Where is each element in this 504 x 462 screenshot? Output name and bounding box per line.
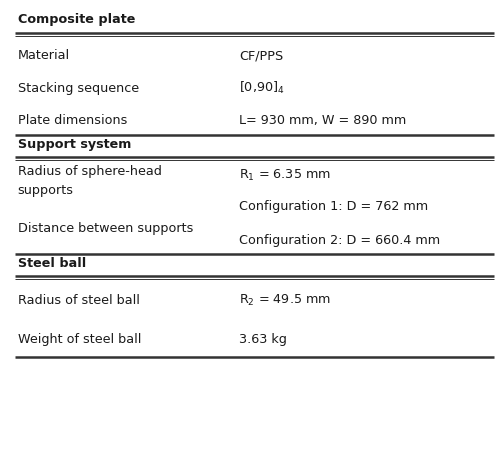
Text: Composite plate: Composite plate — [18, 13, 135, 26]
Text: Weight of steel ball: Weight of steel ball — [18, 333, 141, 346]
Text: Steel ball: Steel ball — [18, 257, 86, 270]
Text: CF/PPS: CF/PPS — [239, 49, 284, 62]
Text: L= 930 mm, W = 890 mm: L= 930 mm, W = 890 mm — [239, 114, 407, 127]
Text: R$_1$ = 6.35 mm: R$_1$ = 6.35 mm — [239, 168, 332, 183]
Text: [0,90]$_4$: [0,90]$_4$ — [239, 80, 285, 96]
Text: Support system: Support system — [18, 138, 131, 151]
Text: Configuration 2: D = 660.4 mm: Configuration 2: D = 660.4 mm — [239, 234, 440, 247]
Text: Configuration 1: D = 762 mm: Configuration 1: D = 762 mm — [239, 200, 428, 213]
Text: Stacking sequence: Stacking sequence — [18, 82, 139, 95]
Text: Radius of sphere-head
supports: Radius of sphere-head supports — [18, 165, 161, 197]
Text: 3.63 kg: 3.63 kg — [239, 333, 287, 346]
Text: Material: Material — [18, 49, 70, 62]
Text: Distance between supports: Distance between supports — [18, 222, 193, 235]
Text: R$_2$ = 49.5 mm: R$_2$ = 49.5 mm — [239, 293, 332, 308]
Text: Plate dimensions: Plate dimensions — [18, 114, 127, 127]
Text: Radius of steel ball: Radius of steel ball — [18, 294, 140, 307]
